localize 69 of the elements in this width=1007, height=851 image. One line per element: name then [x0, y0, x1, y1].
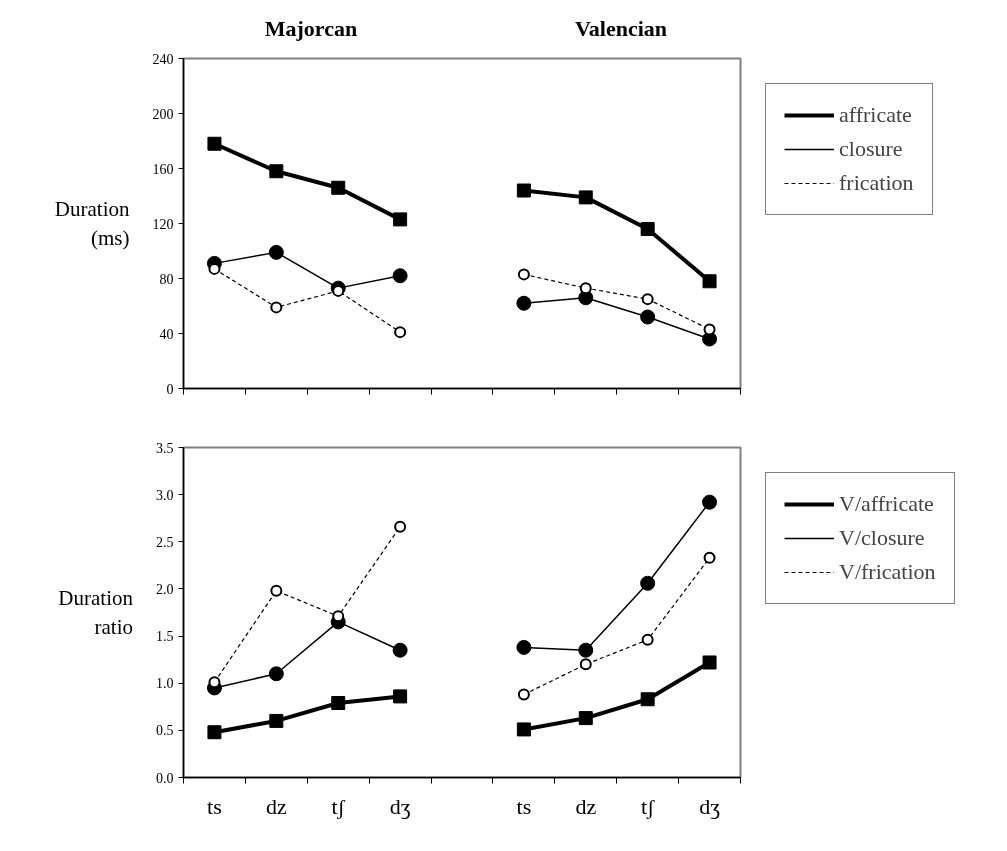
- point: [394, 326, 407, 339]
- x-tick-label: dz: [265, 793, 287, 819]
- point: [331, 180, 346, 195]
- x-tick-label: ts: [207, 793, 222, 819]
- point: [207, 136, 222, 151]
- point: [392, 268, 408, 284]
- point: [331, 696, 346, 711]
- x-tick-label: tʃ: [640, 793, 656, 819]
- point: [268, 666, 284, 682]
- text: Valencian: [574, 15, 668, 43]
- point: [703, 551, 716, 564]
- point: [702, 274, 717, 289]
- legend-label: V/frication: [839, 559, 936, 585]
- y-tick-label: 80: [159, 271, 174, 287]
- x-tick-label: ts: [516, 793, 532, 819]
- y-tick-label: 0.0: [156, 770, 174, 786]
- point: [641, 293, 654, 306]
- point: [578, 642, 594, 658]
- point: [702, 655, 717, 670]
- point: [517, 688, 530, 701]
- point: [640, 692, 655, 707]
- point: [269, 713, 284, 728]
- legend-label: affricate: [839, 102, 912, 128]
- point: [516, 722, 531, 737]
- x-tick-label: dʒ: [699, 793, 721, 819]
- point: [702, 494, 718, 510]
- y-tick-label: 200: [152, 106, 174, 122]
- y-tick-label: 40: [159, 326, 174, 342]
- point: [640, 222, 655, 236]
- x-tick-label: dz: [575, 793, 597, 819]
- text: Majorcan: [264, 15, 358, 43]
- y-tick-label: 160: [152, 161, 174, 177]
- y-tick-label: 3.0: [156, 487, 174, 503]
- y-tick-label: 3.5: [156, 440, 174, 456]
- point: [268, 244, 284, 260]
- point: [516, 639, 532, 655]
- point: [516, 295, 532, 311]
- point: [207, 725, 222, 740]
- point: [578, 190, 593, 205]
- legend-label: closure: [839, 136, 903, 162]
- point: [393, 689, 408, 704]
- y-tick-label: 240: [152, 51, 174, 67]
- point: [640, 309, 656, 325]
- point: [641, 633, 654, 646]
- y-tick-label: 1.5: [156, 629, 174, 645]
- legend-label: V/closure: [839, 525, 925, 551]
- legend-label: frication: [839, 170, 914, 196]
- point: [517, 268, 530, 281]
- point: [270, 301, 283, 314]
- point: [392, 642, 408, 658]
- point: [269, 164, 284, 179]
- y-axis-title: Duration ratio: [58, 586, 134, 639]
- point: [516, 183, 531, 198]
- y-axis-title: Duration (ms): [54, 197, 130, 250]
- point: [640, 575, 656, 591]
- legend-label: V/affricate: [839, 491, 934, 517]
- y-tick-label: 2.5: [156, 534, 174, 550]
- y-tick-label: 1.0: [156, 676, 174, 692]
- y-tick-label: 0.5: [156, 723, 174, 739]
- point: [393, 212, 408, 227]
- x-tick-label: dʒ: [389, 793, 411, 819]
- point: [270, 584, 283, 597]
- y-tick-label: 2.0: [156, 581, 174, 597]
- y-tick-label: 0: [166, 381, 174, 397]
- y-tick-label: 120: [152, 216, 174, 232]
- point: [394, 520, 407, 533]
- point: [578, 711, 593, 726]
- x-tick-label: tʃ: [331, 793, 346, 819]
- point: [579, 658, 592, 671]
